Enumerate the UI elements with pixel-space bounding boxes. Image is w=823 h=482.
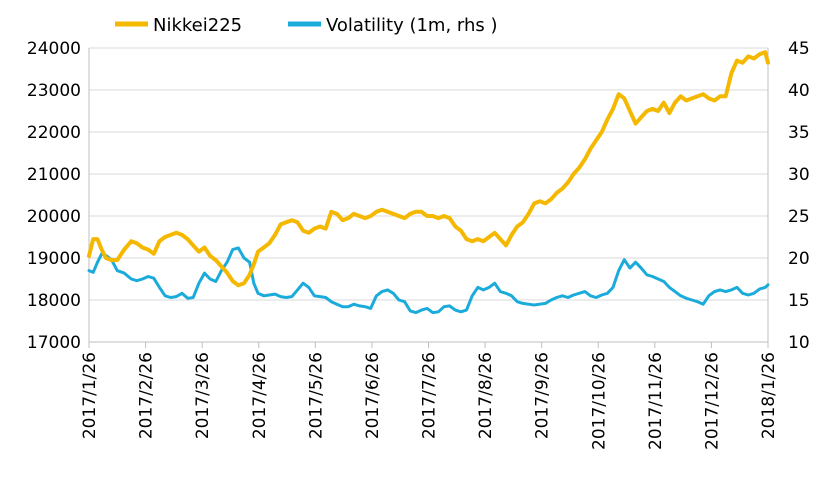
x-tick-label: 2017/6/26 (363, 352, 383, 439)
y-tick-label: 23000 (27, 81, 81, 101)
x-tick-label: 2017/11/26 (646, 352, 666, 450)
x-tick-label: 2017/8/26 (476, 352, 496, 439)
y-tick-label: 20000 (27, 207, 81, 227)
x-tick-label: 2017/2/26 (137, 352, 157, 439)
series-line-nikkei225 (87, 50, 770, 288)
x-tick-label: 2017/4/26 (250, 352, 270, 439)
x-tick-label: 2017/1/26 (80, 352, 100, 439)
y2-tick-label: 35 (788, 123, 810, 143)
y2-tick-label: 20 (788, 249, 810, 269)
y-tick-label: 17000 (27, 333, 81, 353)
x-axis-ticks: 2017/1/26 2017/2/26 2017/3/26 2017/4/26 2017… (80, 342, 779, 450)
y-tick-label: 21000 (27, 165, 81, 185)
series-lines (87, 50, 770, 315)
x-tick-label: 2017/9/26 (533, 352, 553, 439)
x-tick-label: 2017/12/26 (702, 352, 722, 450)
y-tick-label: 22000 (27, 123, 81, 143)
legend-label-volatility: Volatility (1m, rhs ) (326, 15, 498, 36)
x-tick-label: 2017/5/26 (306, 352, 326, 439)
y-tick-label: 18000 (27, 291, 81, 311)
y2-tick-label: 30 (788, 165, 810, 185)
x-tick-label: 2017/10/26 (589, 352, 609, 450)
legend-label-nikkei225: Nikkei225 (153, 15, 242, 36)
x-tick-label: 2017/3/26 (193, 352, 213, 439)
y2-tick-label: 10 (788, 333, 810, 353)
y2-tick-label: 40 (788, 81, 810, 101)
y2-tick-label: 25 (788, 207, 810, 227)
series-line-volatility (87, 246, 770, 315)
x-tick-label: 2018/1/26 (759, 352, 779, 439)
y-tick-label: 24000 (27, 39, 81, 59)
y2-tick-label: 45 (788, 39, 810, 59)
y-axis-left-ticks: 17000 18000 19000 20000 21000 22000 23000 24000 (27, 39, 81, 353)
x-tick-label: 2017/7/26 (420, 352, 440, 439)
y-tick-label: 19000 (27, 249, 81, 269)
grid-lines (89, 47, 768, 343)
y2-tick-label: 15 (788, 291, 810, 311)
legend: Nikkei225 Volatility (1m, rhs ) (115, 15, 498, 36)
y-axis-right-ticks: 10 15 20 25 30 35 40 45 (788, 39, 810, 353)
